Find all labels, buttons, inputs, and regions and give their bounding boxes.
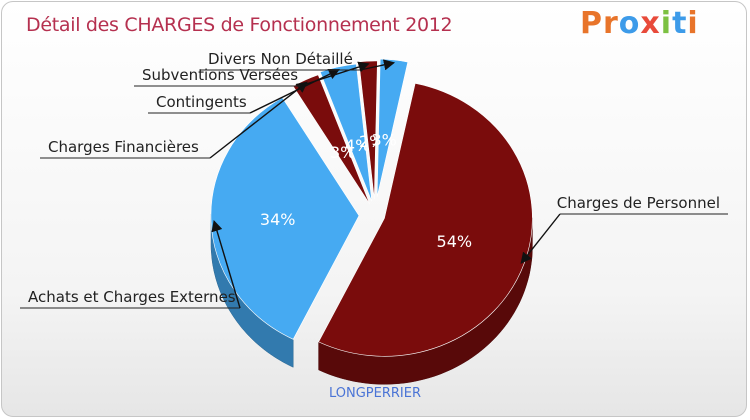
pie-tops: 54%34%3%4%2%3% — [210, 58, 533, 357]
leader-arrow — [520, 213, 561, 264]
slice-percent-label: 4% — [345, 136, 370, 155]
logo-letter: P — [580, 6, 603, 41]
logo-letter: x — [640, 6, 661, 41]
pie-slice — [210, 97, 360, 340]
logo-letter: r — [603, 6, 619, 41]
leader-arrow — [209, 81, 308, 159]
chart-title: Détail des CHARGES de Fonctionnement 201… — [26, 14, 453, 36]
logo-letter: o — [618, 6, 641, 41]
slice-name-label: Divers Non Détaillé — [208, 50, 353, 68]
commune-name: LONGPERRIER — [328, 386, 421, 401]
slice-percent-label: 54% — [437, 232, 473, 251]
logo-letter: i — [660, 6, 673, 41]
logo-letter: t — [672, 6, 688, 41]
slice-name-label: Contingents — [156, 93, 247, 111]
leader-arrow — [359, 59, 396, 71]
slice-labels: Charges de Personnel Achats et Charges Ex… — [20, 50, 728, 309]
leader-arrow — [211, 219, 241, 309]
slice-percent-label: 3% — [372, 131, 397, 150]
proxiti-logo: Proxiti — [580, 6, 699, 41]
leader-arrow — [249, 68, 340, 114]
leader-arrow — [299, 61, 370, 87]
slice-name-label: Charges de Personnel — [557, 194, 720, 212]
slice-name-label: Charges Financières — [48, 138, 199, 156]
slice-percent-label: 34% — [260, 210, 296, 229]
logo-letter: i — [687, 6, 699, 41]
slice-name-label: Achats et Charges Externes — [28, 288, 236, 306]
slice-name-label: Subventions Versées — [142, 66, 298, 84]
pie-slice — [319, 63, 373, 202]
slice-percent-label: 3% — [330, 143, 355, 162]
